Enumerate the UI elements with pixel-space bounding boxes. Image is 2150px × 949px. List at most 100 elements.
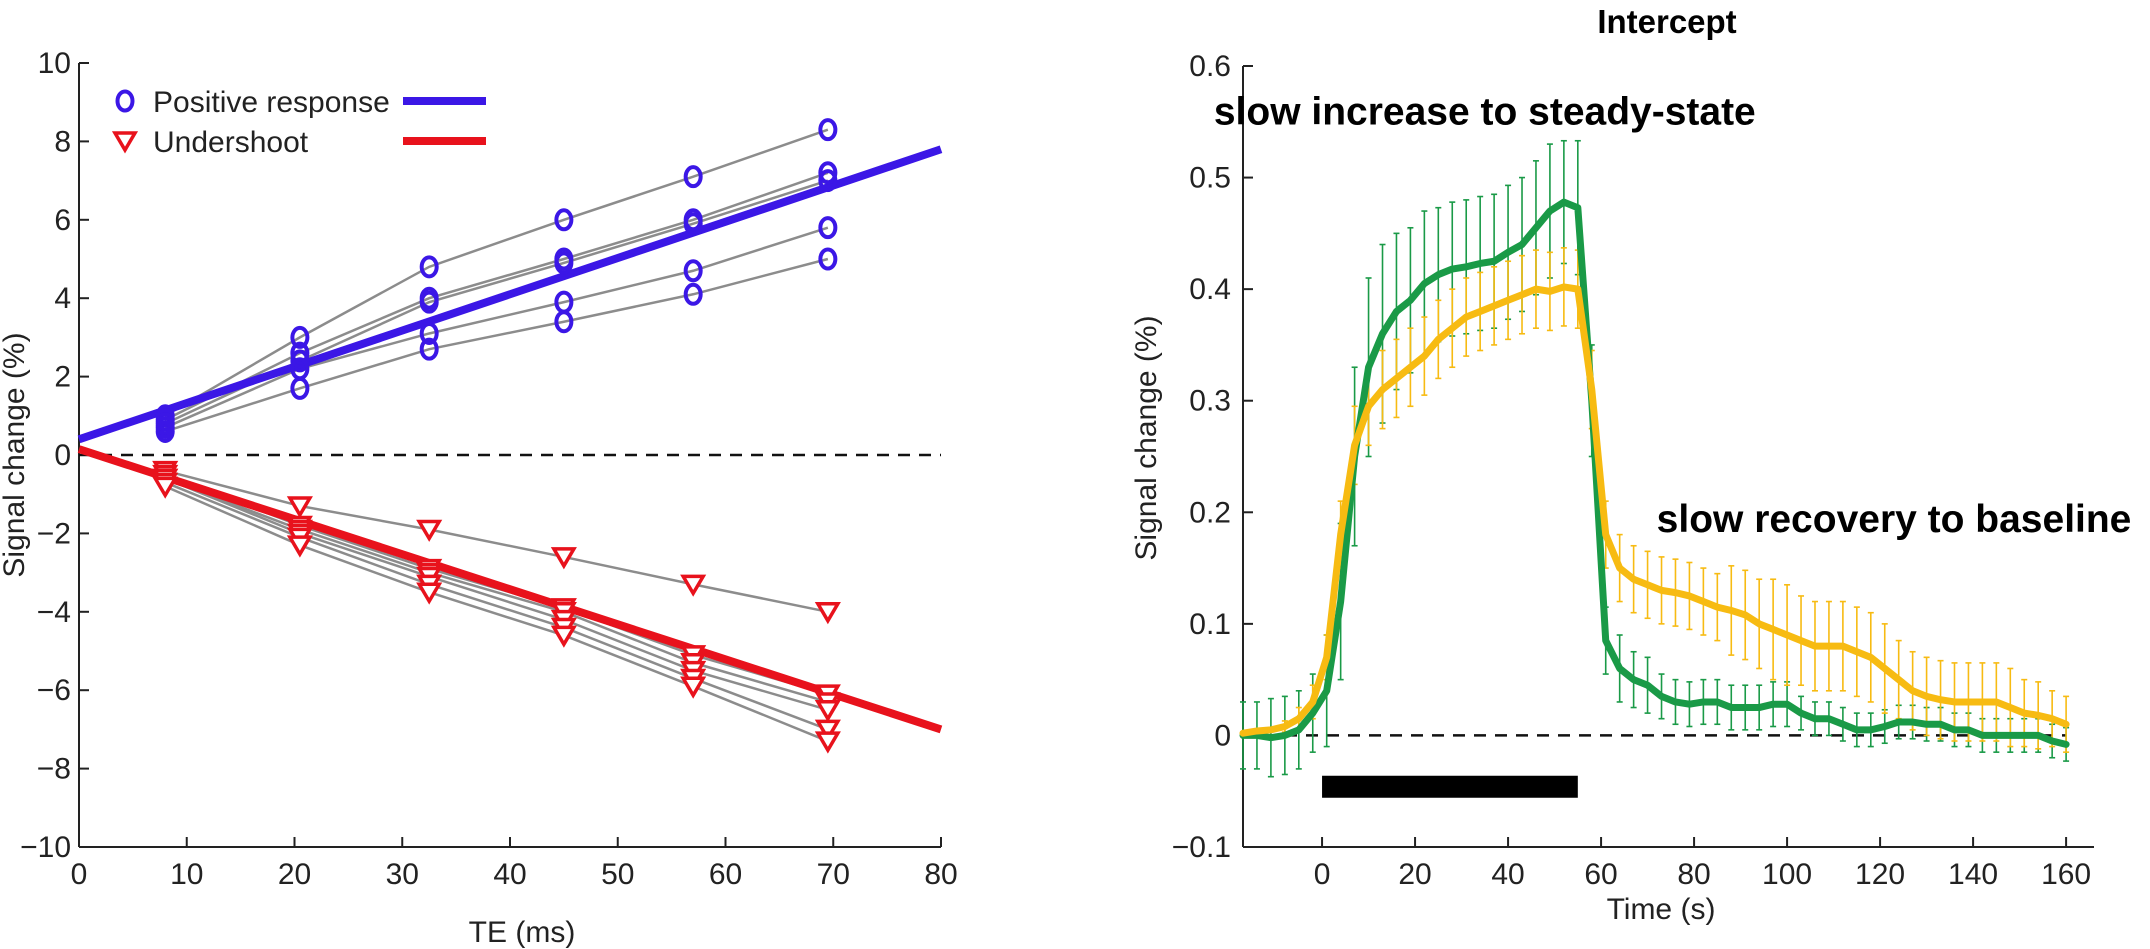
te-x-tick-label: 80	[924, 858, 957, 891]
te-x-tick-label: 50	[601, 858, 634, 891]
intercept-x-tick-label: 0	[1314, 858, 1331, 891]
te-y-tick-label: 2	[54, 361, 71, 394]
positive-response-point	[818, 161, 838, 185]
intercept-y-tick-label: 0	[1214, 719, 1231, 752]
positive-response-point	[554, 208, 574, 232]
te-x-tick-label: 30	[386, 858, 419, 891]
positive-response-point	[290, 325, 310, 349]
green-series-line	[1239, 198, 2070, 748]
te-y-tick-label: 6	[54, 204, 71, 237]
intercept-chart-xlabel: Time (s)	[1607, 893, 1716, 926]
undershoot-point	[814, 731, 841, 754]
te-y-tick-label: 0	[54, 439, 71, 472]
positive-response-point	[290, 376, 310, 400]
intercept-y-tick-label: 0.4	[1189, 273, 1231, 306]
te-y-tick-label: −4	[37, 596, 71, 629]
positive-response-point	[155, 419, 175, 443]
te-subject-line	[164, 171, 829, 421]
undershoot-point	[814, 602, 841, 625]
intercept-y-tick-label: 0.5	[1189, 162, 1231, 195]
intercept-y-tick-label: −0.1	[1172, 831, 1231, 864]
intercept-y-tick-label: 0.2	[1189, 496, 1231, 529]
te-subject-line	[164, 469, 829, 614]
intercept-chart-ylabel: Signal change (%)	[1130, 315, 1163, 560]
te-chart-x-ticks: 0 10 20 30 40 50 60 70 80	[71, 837, 958, 891]
te-subject-line	[164, 477, 829, 704]
te-x-tick-label: 70	[817, 858, 850, 891]
undershoot-point	[152, 476, 179, 499]
fit-line-undershoot	[77, 445, 943, 734]
intercept-y-tick-label: 0.6	[1189, 50, 1231, 83]
te-y-tick-label: −10	[20, 831, 71, 864]
annotation-slow-recovery: slow recovery to baseline	[1657, 498, 2132, 541]
positive-response-point	[554, 310, 574, 334]
positive-response-point	[683, 165, 703, 189]
positive-response-point	[554, 251, 574, 275]
undershoot-point	[416, 519, 443, 542]
te-y-tick-label: 8	[54, 125, 71, 158]
positive-response-point	[419, 255, 439, 279]
te-subject-line	[164, 485, 829, 743]
intercept-x-tick-label: 140	[1948, 858, 1998, 891]
te-y-tick-label: 4	[54, 282, 71, 315]
legend-label-positive: Positive response	[153, 86, 390, 119]
positive-response-point	[683, 282, 703, 306]
undershoot-point	[814, 719, 841, 742]
undershoot-point	[286, 535, 313, 558]
te-subject-line	[164, 128, 829, 417]
fit-line-positive	[77, 145, 943, 444]
positive-response-point	[818, 247, 838, 271]
te-chart: −10 −8 −6 −4 −2 0 2 4 6 8 10 0 10 20 30 40 50 60 70 80 TE …	[0, 47, 958, 949]
intercept-chart-title: Intercept	[1597, 3, 1736, 40]
intercept-chart-error-bars	[1240, 139, 2070, 778]
intercept-y-tick-label: 0.3	[1189, 385, 1231, 418]
annotation-slow-increase: slow increase to steady-state	[1214, 91, 1756, 134]
positive-response-point	[683, 212, 703, 236]
te-chart-fit-lines	[77, 145, 943, 734]
te-subject-line	[164, 477, 829, 712]
stimulus-bar	[1322, 775, 1578, 798]
te-chart-markers	[152, 118, 841, 754]
intercept-x-tick-label: 80	[1677, 858, 1710, 891]
undershoot-point	[814, 700, 841, 723]
undershoot-point	[680, 574, 707, 597]
legend-label-undershoot: Undershoot	[153, 126, 309, 159]
intercept-y-tick-label: 0.1	[1189, 608, 1231, 641]
te-subject-line	[164, 257, 829, 433]
undershoot-point	[286, 496, 313, 519]
intercept-x-tick-label: 160	[2041, 858, 2091, 891]
undershoot-point	[550, 625, 577, 648]
positive-response-point	[290, 341, 310, 365]
positive-response-point	[683, 259, 703, 283]
intercept-chart-x-ticks: 0 20 40 60 80 100 120 140 160	[1314, 837, 2091, 891]
te-y-tick-label: −2	[37, 517, 71, 550]
te-x-tick-label: 40	[493, 858, 526, 891]
yellow-series-line	[1239, 283, 2070, 737]
intercept-x-tick-label: 60	[1584, 858, 1617, 891]
positive-response-point	[818, 216, 838, 240]
positive-response-point	[818, 118, 838, 142]
undershoot-point	[680, 676, 707, 699]
legend-item-positive: Positive response	[115, 86, 486, 119]
te-x-tick-label: 60	[709, 858, 742, 891]
intercept-x-tick-label: 40	[1491, 858, 1524, 891]
te-x-tick-label: 20	[278, 858, 311, 891]
intercept-chart: Intercept −0.1 0 0.1 0.2 0.3 0.4 0.5 0.6 0 20 40 6…	[1130, 3, 2131, 926]
positive-response-point	[818, 169, 838, 193]
te-y-tick-label: 10	[38, 47, 71, 80]
undershoot-point	[550, 547, 577, 570]
te-subject-line	[164, 481, 829, 731]
te-subject-line	[164, 226, 829, 429]
te-x-tick-label: 10	[170, 858, 203, 891]
intercept-chart-series	[1239, 198, 2070, 748]
undershoot-point	[416, 582, 443, 605]
intercept-x-tick-label: 20	[1398, 858, 1431, 891]
positive-response-point	[419, 290, 439, 314]
legend-marker-undershoot	[111, 131, 139, 154]
positive-response-point	[419, 337, 439, 361]
positive-response-point	[419, 321, 439, 345]
intercept-chart-y-ticks: −0.1 0 0.1 0.2 0.3 0.4 0.5 0.6	[1172, 50, 1253, 864]
te-chart-legend: Positive response Undershoot	[111, 86, 486, 159]
te-chart-xlabel: TE (ms)	[469, 916, 576, 949]
